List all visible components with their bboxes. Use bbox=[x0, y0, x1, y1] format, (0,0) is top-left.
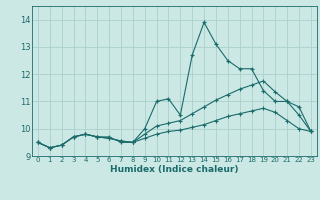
X-axis label: Humidex (Indice chaleur): Humidex (Indice chaleur) bbox=[110, 165, 239, 174]
